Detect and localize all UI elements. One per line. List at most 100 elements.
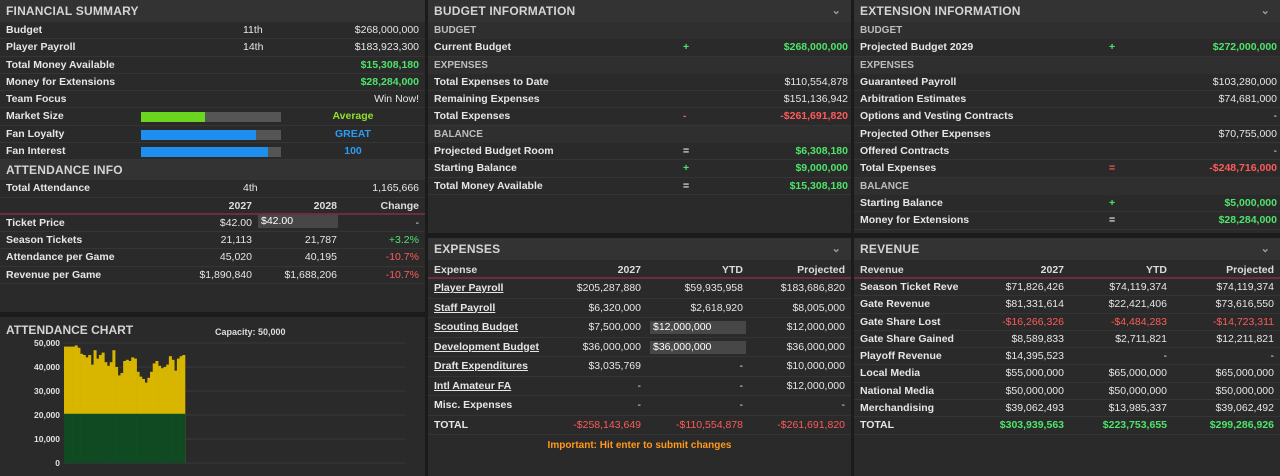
chart-bar-base (112, 413, 116, 463)
revenue-projected: $299,286,926 (1209, 419, 1274, 432)
chart-bar-total (93, 350, 97, 463)
attendance-row-2027: $42.00 (219, 216, 252, 229)
expense-projected: $12,000,000 (786, 379, 845, 392)
expense-link[interactable]: Draft Expenditures (434, 360, 528, 372)
expense-link[interactable]: Scouting Budget (434, 321, 518, 333)
meter-value: 100 (344, 145, 362, 158)
ticket-price-input[interactable]: $42.00 (258, 214, 338, 228)
extension-row-label: Guaranteed Payroll (860, 75, 957, 88)
revenue-label: National Media (860, 384, 935, 397)
meter-label: Market Size (6, 110, 64, 123)
extension-row-value: - (1273, 145, 1278, 158)
chart-bar-base (176, 413, 180, 463)
expense-2027: $36,000,000 (582, 340, 641, 353)
financial-row-value: $15,308,180 (360, 58, 419, 71)
chevron-down-icon[interactable]: ⌄ (1260, 243, 1270, 255)
attendance-header-change: Change (380, 199, 419, 212)
revenue-2027: -$16,266,326 (1002, 315, 1064, 328)
extension-row-operator: + (1109, 196, 1116, 209)
expense-link[interactable]: Intl Amateur FA (434, 379, 512, 392)
chart-bar-base (120, 413, 124, 463)
budget-row-value: $151,136,942 (783, 93, 848, 106)
chart-y-tick-label: 50,000 (34, 338, 60, 348)
attendance-row-label: Attendance per Game (6, 251, 115, 264)
revenue-2027: $14,395,523 (1005, 350, 1064, 363)
meter-bar-track (141, 129, 281, 140)
revenue-row: Gate Share Gained $8,589,833 $2,711,821 $12… (854, 331, 1280, 349)
expense-2027: - (637, 379, 642, 392)
attendance-row-2027: 45,020 (219, 251, 252, 264)
attendance-row-change: -10.7% (385, 251, 419, 264)
revenue-row: Gate Share Lost -$16,266,326 -$4,484,283 -$… (854, 314, 1280, 331)
revenue-2027: $50,000,000 (1005, 384, 1064, 397)
meter-bar-fill (141, 147, 269, 158)
financial-row-value: $183,923,300 (354, 41, 419, 54)
extension-section-header: BALANCE (854, 177, 1280, 195)
chart-y-tick-label: 30,000 (34, 386, 60, 396)
chart-bar-base (98, 413, 102, 463)
expense-projected: $183,686,820 (780, 282, 845, 294)
attendance-row-label: Revenue per Game (6, 268, 102, 281)
attendance-table-header: 2027 2028 Change (0, 198, 425, 215)
budget-row: Total Money Available = $15,308,180 (428, 178, 851, 195)
budget-row: Starting Balance + $9,000,000 (428, 160, 851, 178)
revenue-projected: $65,000,000 (1215, 367, 1274, 380)
financial-summary-title: FINANCIAL SUMMARY (0, 0, 425, 22)
extension-row: Guaranteed Payroll $103,280,000 (854, 74, 1280, 92)
meter-value: GREAT (335, 127, 371, 140)
extension-row-label: Projected Other Expenses (860, 127, 991, 140)
budget-row: Total Expenses - -$261,691,820 (428, 108, 851, 126)
budget-row-label: Remaining Expenses (434, 93, 540, 106)
extension-row-value: $28,284,000 (1218, 214, 1277, 227)
chart-bar-total (82, 355, 86, 463)
revenue-row: Local Media $55,000,000 $65,000,000 $65,000… (854, 365, 1280, 383)
revenue-ytd: $74,119,374 (1109, 281, 1167, 293)
chart-bar-base (133, 413, 137, 463)
extension-information-title-text: EXTENSION INFORMATION (860, 4, 1021, 18)
meter-bar-track (141, 112, 281, 123)
expense-ytd-input[interactable]: $36,000,000 (650, 340, 746, 354)
chart-bar-total (133, 358, 137, 463)
attendance-row-2028: 21,787 (304, 233, 337, 246)
chart-bar-base (82, 413, 86, 463)
expense-link[interactable]: Development Budget (434, 340, 540, 353)
expense-2027: $7,500,000 (588, 321, 641, 333)
chart-bar-total (171, 359, 175, 463)
financial-row-label: Player Payroll (6, 41, 76, 54)
extension-row-value: - (1273, 110, 1278, 123)
extension-row: Options and Vesting Contracts - (854, 108, 1280, 126)
attendance-chart-title: ATTENDANCE CHART (6, 323, 134, 337)
budget-section-header: BALANCE (428, 125, 851, 144)
extension-section-header: BUDGET (854, 22, 1280, 40)
financial-row-value: $268,000,000 (354, 24, 419, 36)
meter-bar-track (141, 147, 281, 158)
chart-bar-base (166, 413, 170, 463)
revenue-projected: -$14,723,311 (1212, 315, 1274, 328)
budget-row: Current Budget + $268,000,000 (428, 39, 851, 57)
meter-label: Fan Interest (6, 145, 66, 158)
expense-ytd-input[interactable]: $12,000,000 (650, 321, 746, 334)
chevron-down-icon[interactable]: ⌄ (831, 243, 841, 255)
financial-row-label: Money for Extensions (6, 75, 116, 88)
chevron-down-icon[interactable]: ⌄ (831, 5, 841, 17)
expense-projected: $36,000,000 (786, 340, 845, 353)
extension-section-header: EXPENSES (854, 56, 1280, 74)
chart-bar-base (96, 413, 100, 463)
chart-bar-base (174, 413, 178, 463)
extension-row-label: Arbitration Estimates (860, 93, 967, 106)
attendance-row-change: +3.2% (388, 233, 419, 246)
chevron-down-icon[interactable]: ⌄ (1260, 5, 1270, 17)
revenue-ytd: $65,000,000 (1108, 367, 1167, 380)
expense-projected: $8,005,000 (792, 301, 845, 314)
chart-bar-total (125, 359, 129, 463)
revenue-ytd: - (1163, 350, 1168, 363)
expense-projected: -$261,691,820 (777, 418, 845, 431)
expenses-row: Player Payroll $205,287,880 $59,935,958 $18… (428, 279, 851, 299)
chart-bar-base (88, 413, 92, 463)
extension-row: Total Expenses = -$248,716,000 (854, 160, 1280, 178)
expenses-row: Draft Expenditures $3,035,769 - $10,000,000 (428, 357, 851, 377)
chart-bar-base (85, 413, 89, 463)
budget-row-operator: - (683, 110, 687, 123)
expense-link[interactable]: Staff Payroll (434, 301, 496, 314)
expense-link[interactable]: Player Payroll (434, 282, 504, 294)
